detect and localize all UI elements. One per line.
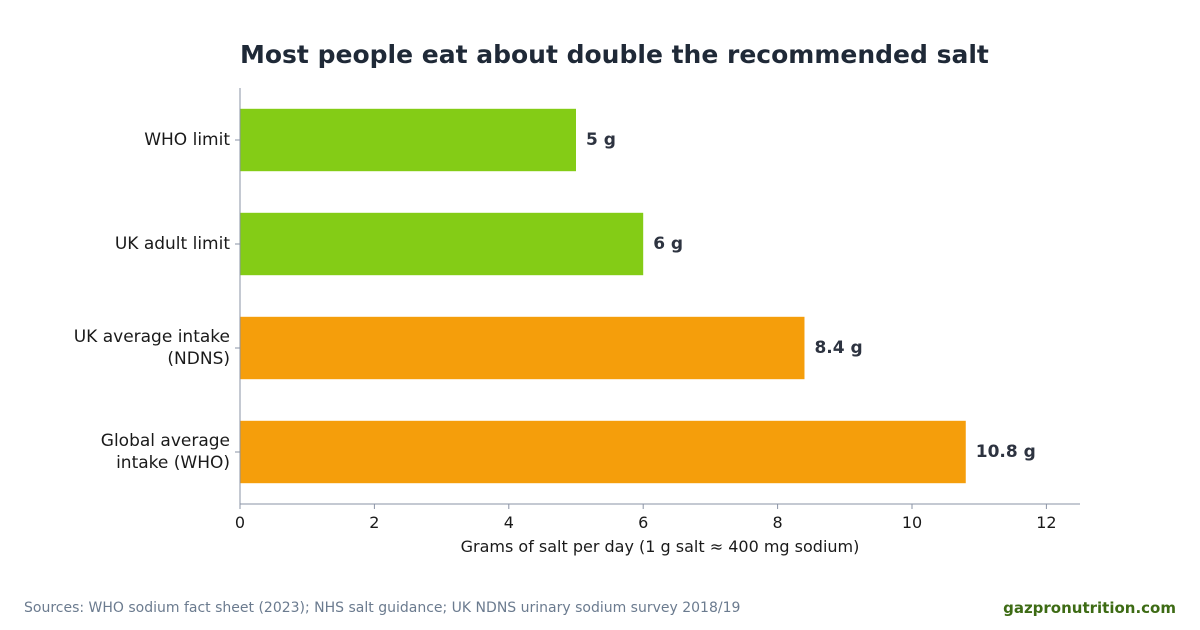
x-axis-title: Grams of salt per day (1 g salt ≈ 400 mg…: [461, 537, 860, 556]
category-label: UK adult limit: [115, 234, 230, 254]
category-label: UK average intake (NDNS): [74, 327, 230, 369]
x-tick-label: 0: [235, 513, 245, 532]
bar-2: [240, 316, 805, 380]
x-tick-label: 8: [773, 513, 783, 532]
axes: [235, 88, 1080, 509]
category-label-line: Global average: [101, 431, 230, 451]
source-note: Sources: WHO sodium fact sheet (2023); N…: [24, 600, 741, 616]
x-tick-label: 6: [638, 513, 648, 532]
labels-layer: 5 g WHO limit 6 g UK adult limit 8.4 g UK ave…: [74, 130, 1057, 556]
category-label-line: UK adult limit: [115, 234, 230, 254]
category-label: Global average intake (WHO): [101, 431, 230, 473]
value-label: 8.4 g: [814, 338, 862, 358]
brand-link[interactable]: gazpronutrition.com: [1003, 599, 1176, 617]
x-tick-label: 2: [369, 513, 379, 532]
bar-3: [240, 420, 966, 484]
value-label: 6 g: [653, 234, 683, 254]
bar-1: [240, 212, 644, 276]
bar-0: [240, 108, 576, 172]
value-label: 10.8 g: [976, 442, 1036, 462]
category-label-line: (NDNS): [167, 349, 230, 369]
chart-title: Most people eat about double the recomme…: [240, 40, 989, 69]
x-tick-label: 10: [902, 513, 922, 532]
category-label: WHO limit: [144, 130, 230, 150]
value-label: 5 g: [586, 130, 616, 150]
category-label-line: WHO limit: [144, 130, 230, 150]
x-tick-label: 4: [504, 513, 514, 532]
category-label-line: intake (WHO): [116, 453, 230, 473]
category-label-line: UK average intake: [74, 327, 230, 347]
x-tick-label: 12: [1036, 513, 1056, 532]
bars-layer: [240, 108, 966, 484]
